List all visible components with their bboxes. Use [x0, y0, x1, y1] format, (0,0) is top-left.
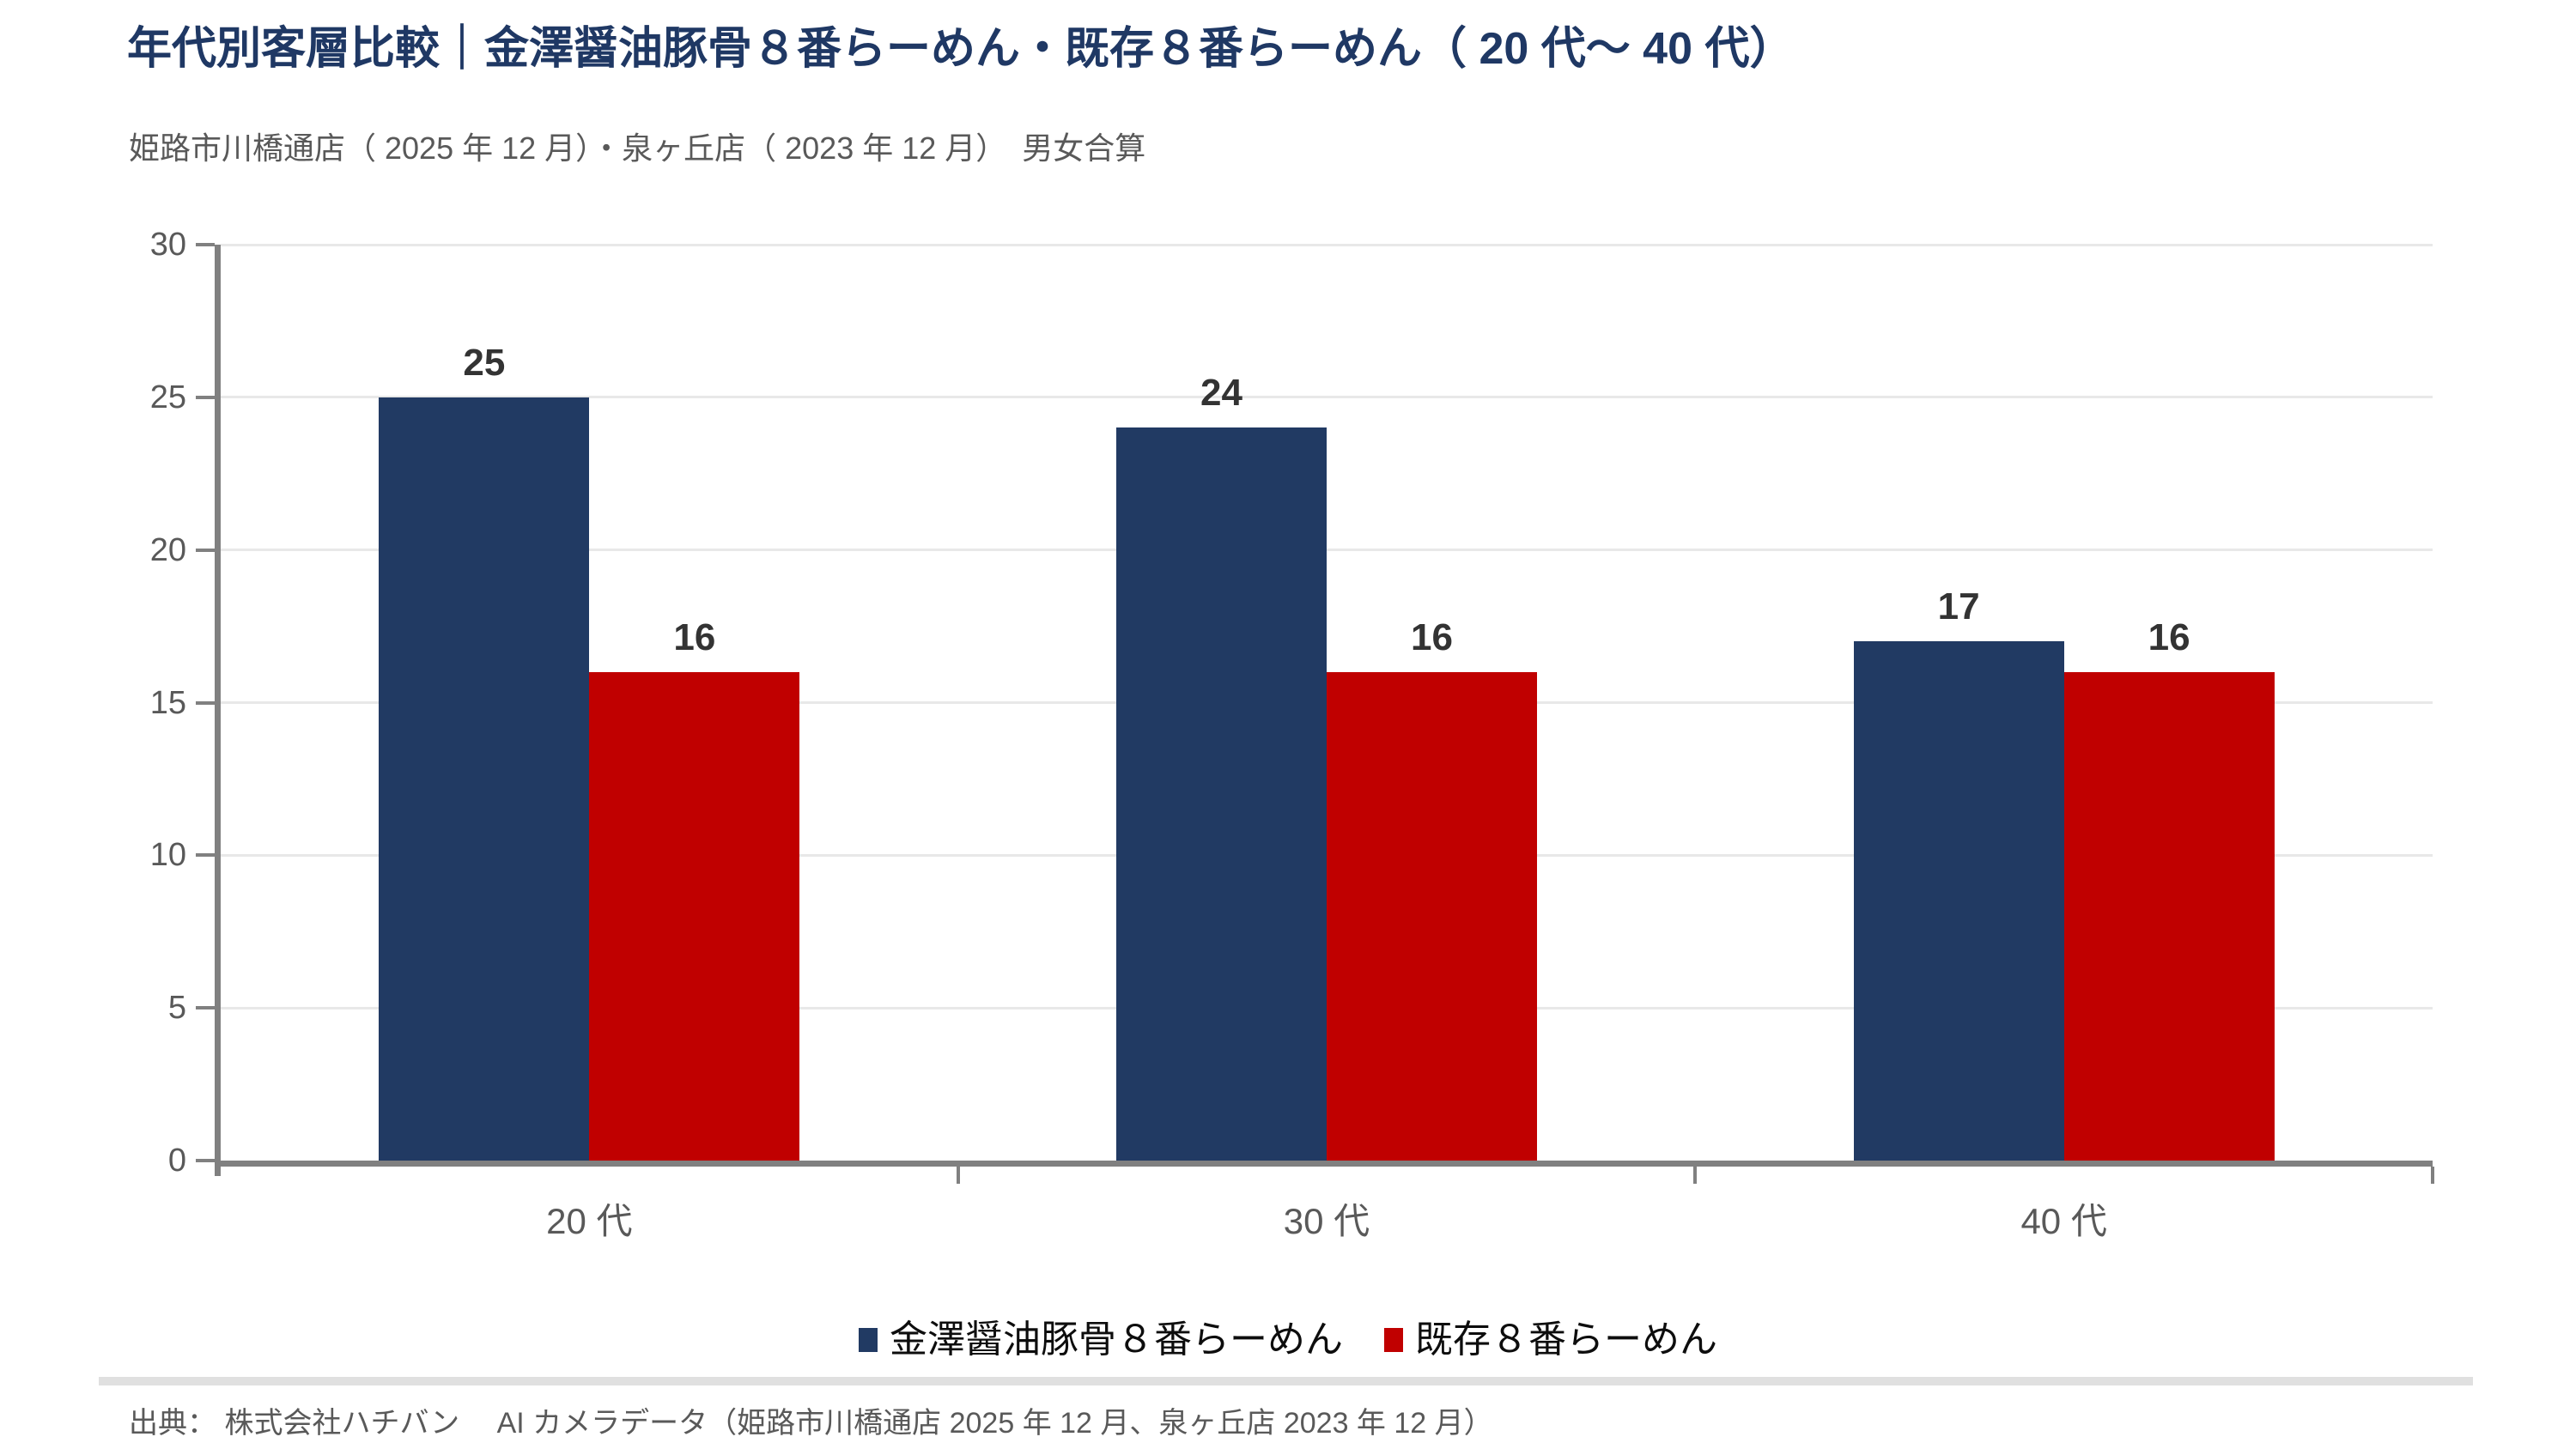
bar-value-label: 16: [673, 615, 716, 658]
x-axis-tick: [1693, 1167, 1698, 1184]
bar-series-2: [2063, 671, 2275, 1161]
bar-series-1: [1115, 427, 1327, 1161]
footer-divider: [99, 1377, 2473, 1385]
y-axis-tick: [196, 548, 215, 552]
y-tick-label: 30: [149, 227, 186, 263]
bar-value-label: 25: [463, 341, 506, 384]
x-axis-tick: [2431, 1167, 2434, 1184]
category-group: 24 16 30 代: [958, 245, 1696, 1241]
bar-value-label: 16: [2148, 615, 2190, 658]
y-axis-tick: [196, 1159, 215, 1162]
legend-swatch-icon: [1384, 1328, 1403, 1353]
y-axis-line: [215, 245, 221, 1176]
x-category-label: 40 代: [2020, 1201, 2107, 1241]
y-axis-tick: [196, 243, 215, 246]
y-tick-label: 5: [167, 990, 186, 1027]
x-category-label: 20 代: [546, 1201, 633, 1241]
legend-item: 金澤醤油豚骨８番らーめん: [859, 1318, 1343, 1363]
source-note: 出典： 株式会社ハチバン AI カメラデータ（姫路市川橋通店 2025 年 12…: [129, 1407, 1493, 1440]
x-category-label: 30 代: [1283, 1201, 1370, 1241]
y-tick-label: 20: [149, 531, 186, 568]
chart-legend: 金澤醤油豚骨８番らーめん 既存８番らーめん: [0, 1318, 2576, 1363]
y-axis-tick: [196, 700, 215, 705]
bar-series-2: [589, 671, 800, 1161]
y-tick-label: 10: [149, 837, 186, 874]
legend-swatch-icon: [859, 1328, 878, 1353]
grid-line: [221, 549, 2433, 552]
page-subtitle: 姫路市川橋通店（ 2025 年 12 月）・泉ヶ丘店（ 2023 年 12 月）…: [129, 130, 1146, 166]
bar-value-label: 24: [1200, 372, 1242, 415]
bar-series-2: [1326, 671, 1537, 1161]
bar-value-label: 17: [1937, 585, 1980, 628]
y-tick-label: 0: [167, 1143, 186, 1179]
category-group: 17 16 40 代: [1695, 245, 2433, 1241]
bar-chart: 0 5 10 15 20 25 30 25 16 20 代 24 16 30 代 17 16 40 代: [150, 227, 2434, 1241]
grid-line: [221, 396, 2433, 399]
category-group: 25 16 20 代: [221, 245, 958, 1241]
legend-item: 既存８番らーめん: [1384, 1318, 1717, 1363]
y-tick-label: 15: [149, 684, 186, 721]
bar-series-1: [1853, 641, 2064, 1161]
y-axis-tick: [196, 853, 215, 858]
bar-series-1: [379, 397, 590, 1161]
grid-line: [221, 243, 2433, 246]
bar-value-label: 16: [1411, 615, 1453, 658]
x-axis-line: [215, 1161, 2433, 1167]
y-axis-tick: [196, 1006, 215, 1010]
y-axis-tick: [196, 395, 215, 399]
x-axis-tick: [956, 1167, 960, 1184]
legend-label: 既存８番らーめん: [1415, 1319, 1717, 1361]
page-title: 年代別客層比較｜金澤醤油豚骨８番らーめん・既存８番らーめん（ 20 代〜 40 …: [127, 24, 1795, 74]
y-tick-label: 25: [149, 379, 186, 415]
legend-label: 金澤醤油豚骨８番らーめん: [890, 1319, 1343, 1361]
